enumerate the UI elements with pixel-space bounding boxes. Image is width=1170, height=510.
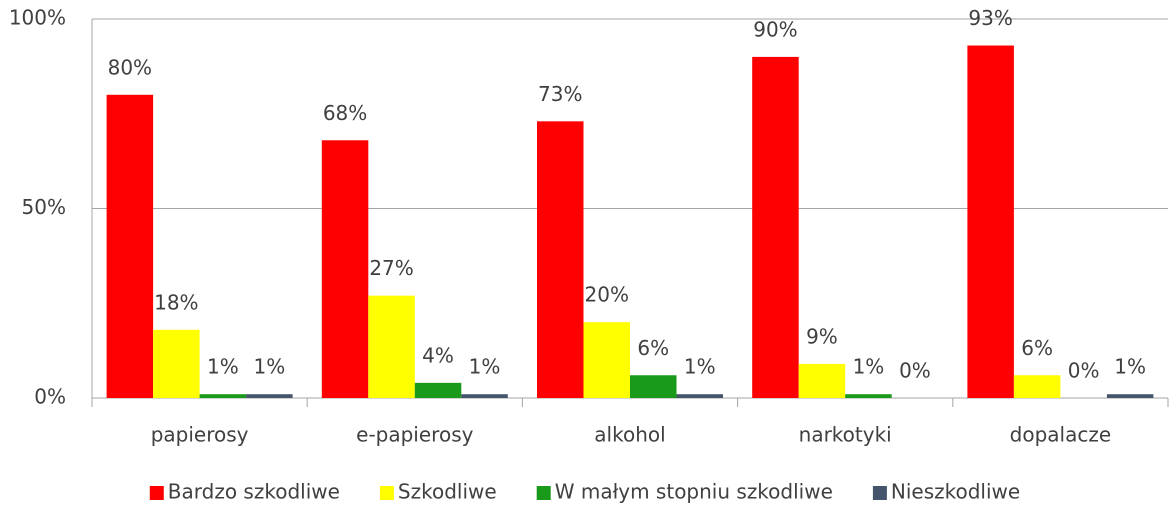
data-label: 90%: [753, 17, 797, 41]
bar: [199, 394, 247, 398]
bar: [246, 394, 293, 398]
data-label: 93%: [968, 6, 1012, 30]
data-label: 1%: [853, 355, 885, 379]
legend-swatch: [536, 486, 551, 500]
data-label: 1%: [207, 355, 239, 379]
bar: [845, 394, 892, 398]
bar: [676, 394, 723, 398]
bar: [752, 56, 799, 399]
bar: [106, 94, 154, 399]
data-label: 1%: [1114, 355, 1146, 379]
legend-label: W małym stopniu szkodliwe: [555, 480, 833, 504]
bar: [1013, 375, 1061, 398]
legend-swatch: [149, 486, 164, 500]
y-tick-label: 0%: [34, 385, 66, 409]
bar: [967, 45, 1014, 398]
data-label: 68%: [323, 101, 367, 125]
y-tick-label: 50%: [22, 195, 66, 219]
data-label: 6%: [1021, 336, 1053, 360]
x-tick-label: alkohol: [594, 423, 665, 447]
data-label: 0%: [1068, 359, 1100, 383]
bar: [583, 322, 630, 398]
y-tick-label: 100%: [9, 6, 66, 30]
x-tick-label: narkotyki: [799, 423, 892, 447]
x-tick-label: dopalacze: [1010, 423, 1112, 447]
bar: [153, 329, 200, 398]
legend-label: Bardzo szkodliwe: [168, 480, 340, 504]
data-label: 6%: [637, 336, 669, 360]
legend-swatch: [379, 486, 394, 500]
x-tick-label: e-papierosy: [356, 423, 473, 447]
legend-label: Szkodliwe: [398, 480, 497, 504]
bar: [368, 295, 415, 398]
data-label: 9%: [806, 324, 838, 348]
legend: Bardzo szkodliwe Szkodliwe W małym stopniu…: [149, 480, 1020, 504]
bar: [1106, 394, 1154, 398]
data-label: 0%: [899, 359, 931, 383]
legend-swatch: [872, 486, 887, 500]
data-label: 73%: [538, 82, 582, 106]
bar: [461, 394, 508, 398]
bar: [630, 375, 677, 398]
bar: [798, 363, 846, 398]
legend-label: Nieszkodliwe: [891, 480, 1020, 504]
bar: [321, 140, 369, 398]
x-tick-label: papierosy: [151, 423, 249, 447]
data-label: 18%: [154, 290, 198, 314]
data-label: 80%: [108, 55, 152, 79]
data-label: 4%: [422, 343, 454, 367]
data-label: 27%: [369, 256, 413, 280]
data-label: 1%: [253, 355, 285, 379]
data-label: 1%: [469, 355, 501, 379]
data-label: 1%: [684, 355, 716, 379]
bar: [414, 382, 462, 398]
data-label: 20%: [585, 283, 629, 307]
bar: [537, 121, 584, 398]
